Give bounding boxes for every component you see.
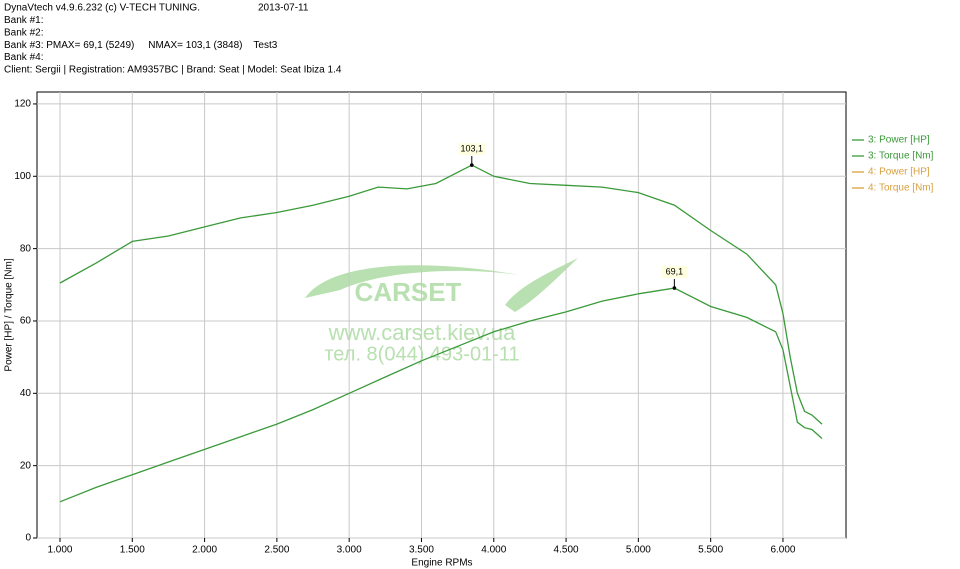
- x-tick-label: 5.000: [626, 545, 651, 556]
- y-tick-label: 40: [20, 388, 32, 399]
- x-axis-label: Engine RPMs: [411, 558, 472, 569]
- legend-label: 4: Power [HP]: [868, 167, 930, 178]
- watermark-swoosh: [505, 258, 578, 312]
- annotation-label: 103,1: [461, 143, 484, 153]
- header-date: 2013-07-11: [258, 3, 309, 14]
- header-line: Client: Sergii | Registration: AM9357BC …: [4, 65, 342, 76]
- y-tick-label: 60: [20, 316, 32, 327]
- x-tick-label: 2.000: [192, 545, 217, 556]
- header-line: Bank #4:: [4, 52, 43, 63]
- annotation-box: [458, 143, 485, 156]
- x-tick-label: 2.500: [264, 545, 289, 556]
- legend-label: 4: Torque [Nm]: [868, 183, 934, 194]
- watermark-brand: CARSET: [355, 277, 462, 307]
- x-tick-label: 5.500: [698, 545, 723, 556]
- annotation-box: [661, 266, 688, 279]
- watermark-phone: тел. 8(044) 493-01-11: [324, 343, 519, 365]
- x-tick-label: 4.000: [481, 545, 506, 556]
- x-tick-label: 6.000: [770, 545, 795, 556]
- header-line: DynaVtech v4.9.6.232 (c) V-TECH TUNING.: [4, 3, 200, 14]
- x-tick-label: 4.500: [554, 545, 579, 556]
- data-line: [59, 287, 823, 503]
- x-tick-label: 1.000: [47, 545, 72, 556]
- header-line: Bank #2:: [4, 27, 43, 38]
- watermark-swoosh: [305, 265, 520, 298]
- header-line: Bank #1:: [4, 15, 43, 26]
- x-tick-label: 1.500: [120, 545, 145, 556]
- plot-area: [36, 91, 847, 539]
- annotation-point: [469, 163, 474, 167]
- x-tick-label: 3.000: [337, 545, 362, 556]
- data-line: [59, 164, 823, 425]
- annotation-label: 69,1: [666, 266, 684, 276]
- y-tick-label: 100: [14, 171, 31, 182]
- annotation-point: [672, 286, 677, 290]
- x-tick-label: 3.500: [409, 545, 434, 556]
- legend-label: 3: Power [HP]: [868, 135, 930, 146]
- y-tick-label: 120: [14, 99, 31, 110]
- y-tick-label: 20: [20, 460, 32, 471]
- header-line: Bank #3: PMAX= 69,1 (5249) NMAX= 103,1 (…: [4, 40, 278, 51]
- y-tick-label: 80: [20, 243, 32, 254]
- legend-label: 3: Torque [Nm]: [868, 151, 934, 162]
- y-axis-label: Power [HP] / Torque [Nm]: [4, 258, 15, 371]
- y-tick-label: 0: [25, 533, 31, 544]
